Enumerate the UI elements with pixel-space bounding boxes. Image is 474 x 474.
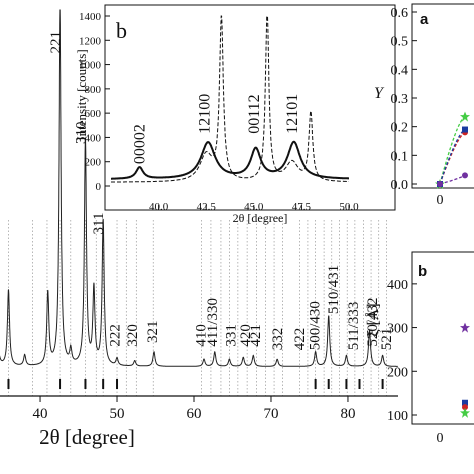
inset-y-tick-label: 1400 [79,11,102,23]
main-xrd-pattern [0,9,398,367]
right-a-x-tick-0: 0 [437,193,444,208]
right-b-data [460,322,470,418]
right-a-data-point [462,172,468,179]
main-peak-label: 420 [238,324,254,347]
main-peak-label: 411/330 [205,298,221,347]
right-b-data-point [462,399,468,406]
right-a-data-point [460,111,470,122]
inset-y-tick-label: 200 [85,157,102,169]
main-peak-label: 320 [125,324,141,347]
main-x-tick-label: 60 [187,406,202,422]
right-a-y-tick-label: 0.2 [391,121,409,136]
inset-panel-letter: b [116,18,127,43]
main-peak-label: 331 [224,324,240,347]
main-reflection-gridlines [8,220,387,396]
inset-y-tick-label: 1200 [79,35,102,47]
main-peak-label: 222 [107,324,123,347]
right-a-y-tick-label: 0.5 [391,35,409,50]
main-peak-label: 422 [292,328,308,351]
inset-x-tick-label: 45.0 [244,201,264,213]
main-reflection-markers [7,379,384,389]
right-panel-a: 0.0 0.1 0.2 0.3 0.4 0.5 0.6 a Y 0 [374,3,474,208]
inset-y-tick-label: 800 [85,84,102,96]
right-a-y-tick-label: 0.1 [391,149,409,164]
main-x-tick-label: 80 [340,406,355,422]
inset-y-tick-label: 600 [85,108,102,120]
main-peak-label: 500/430 [307,301,323,350]
inset-y-tick-label: 400 [85,132,102,144]
right-b-y-tick-label: 400 [387,278,408,293]
main-peak-label: 310 [73,121,89,144]
right-a-y-tick-label: 0.6 [391,6,409,21]
main-peak-label: 510/431 [326,265,342,314]
right-a-y-tick-label: 0.0 [391,178,409,193]
right-b-x-tick-0: 0 [437,431,444,446]
main-x-ticks: 40 50 60 70 80 [33,396,355,422]
main-x-tick-label: 70 [263,406,278,422]
main-peak-label: 221 [48,31,64,54]
main-peak-label: 321 [145,321,161,344]
right-a-series-line [439,128,466,185]
right-b-y-tick-label: 100 [387,409,408,424]
right-a-panel-letter: a [420,11,429,28]
inset-y-tick-label: 1000 [79,60,102,72]
inset-peak-label: 12100 [196,94,213,134]
inset-peak-label: 00002 [132,124,149,164]
right-b-data-point [460,322,470,333]
inset-peak-label: 00112 [246,94,263,133]
main-x-axis-label: 2θ [degree] [39,425,135,449]
inset-x-tick-label: 50.0 [339,201,359,213]
main-peak-label: 520/432 [365,297,381,346]
right-b-panel-letter: b [418,263,427,280]
right-a-y-ticks: 0.0 0.1 0.2 0.3 0.4 0.5 0.6 [391,6,417,193]
inset-x-tick-label: 47.5 [292,201,312,213]
main-peak-label: 311 [91,212,107,234]
right-b-data-point [460,407,470,418]
right-b-y-ticks: 100 200 300 400 [387,278,417,424]
right-b-y-tick-label: 300 [387,322,408,337]
inset-dashed-profile [111,15,349,183]
main-peak-label: 521 [379,328,395,351]
right-a-y-axis-label: Y [374,85,385,102]
main-peak-label: 511/333 [346,302,362,351]
right-a-data-point [437,181,443,187]
inset-solid-profile [111,140,349,180]
right-b-frame [411,251,474,425]
right-a-data-point [462,126,468,133]
right-b-y-axis-label: ξ [Å] [364,303,382,336]
inset-x-tick-label: 42.5 [197,201,217,213]
inset-axes: 0 200 400 600 800 1000 1200 1400 40.0 42.5 45.0 47.… [79,11,359,213]
main-x-tick-label: 40 [33,406,48,422]
right-b-y-tick-label: 200 [387,365,408,380]
main-peak-label: 332 [270,328,286,351]
main-peak-label: 421 [248,324,264,347]
right-a-data [435,111,470,189]
inset-y-axis-label: Intensity [counts] [74,49,89,140]
right-b-data-point [462,404,468,411]
right-a-y-tick-label: 0.4 [391,63,409,78]
inset-x-tick-label: 40.0 [149,201,169,213]
main-peak-label: 410 [194,324,210,347]
inset-peak-labels: 00002 12100 00112 12101 [132,94,301,164]
right-a-frame [411,3,474,189]
inset-frame [104,4,396,211]
right-a-y-tick-label: 0.3 [391,92,409,107]
main-x-tick-label: 50 [110,406,125,422]
inset-y-tick-label: 0 [96,181,102,193]
right-panel-b: 100 200 300 400 b ξ [Å] 0 [364,251,474,446]
inset-x-axis-label: 2θ [degree] [233,211,288,225]
inset-peak-label: 12101 [284,94,301,134]
inset-panel-b: 0 200 400 600 800 1000 1200 1400 40.0 42.5 45.0 47.… [74,4,396,225]
